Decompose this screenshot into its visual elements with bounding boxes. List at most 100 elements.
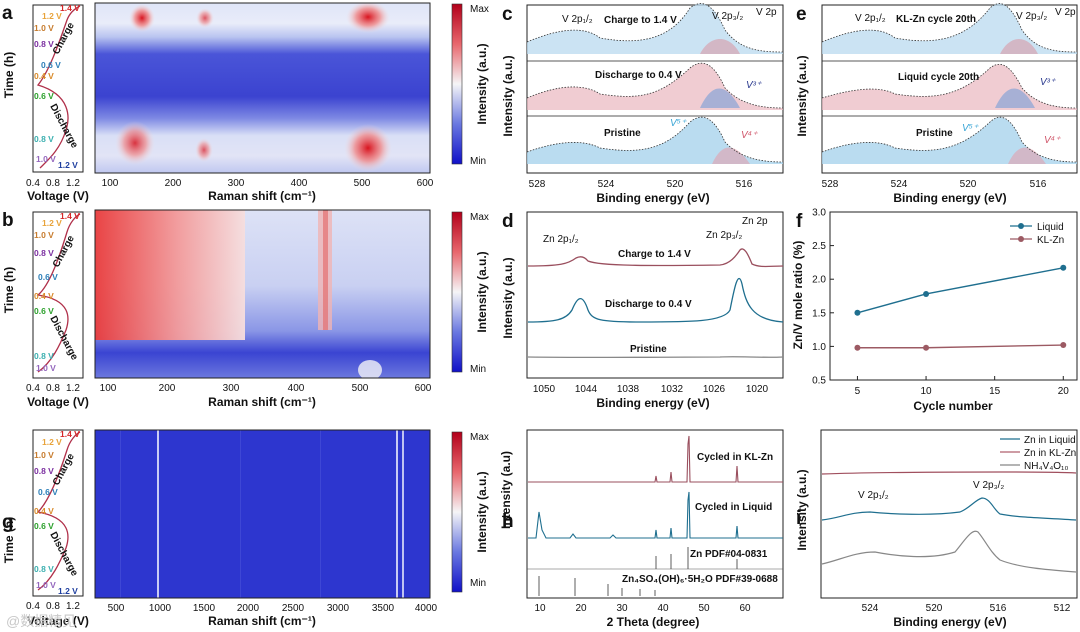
- legend-marker-liquid: [1018, 223, 1024, 229]
- spectrum-corner-label: V 2p: [1055, 7, 1076, 18]
- plot-frame: [526, 4, 784, 174]
- colorbar-label: Intensity (a.u.): [475, 471, 489, 552]
- x-axis-label: Binding energy (eV): [893, 191, 1006, 205]
- voltage-label: 1.2 V: [42, 437, 62, 447]
- voltage-tick: 0.4: [26, 601, 40, 612]
- xps-row: [821, 3, 1078, 54]
- legend-label: Liquid: [1037, 222, 1064, 233]
- x-tick: 524: [598, 179, 615, 190]
- panel-label: a: [2, 3, 13, 24]
- legend-label: Zn in Liquid: [1024, 435, 1076, 446]
- y-axis-label: Intensity (a.u): [499, 451, 513, 529]
- voltage-time-frame: [32, 4, 84, 173]
- voltage-label: 0.8 V: [34, 248, 54, 258]
- voltage-label: 0.6 V: [38, 487, 58, 497]
- x-tick-label: 10: [920, 386, 932, 397]
- xps-row: [526, 3, 784, 54]
- x-axis-label: Raman shift (cm⁻¹): [208, 614, 316, 628]
- legend-label: Zn in KL-Zn: [1024, 448, 1076, 459]
- x-tick: 1038: [617, 384, 640, 395]
- peak-label: V 2p₃/₂: [973, 480, 1004, 491]
- panel-b: b Time (h) 1.4 V 1.2 V 1.0 V 0.8 V 0.6 V…: [2, 209, 489, 409]
- data-point-liquid: [1060, 264, 1067, 271]
- voltage-label: 0.6 V: [34, 306, 54, 316]
- oxidation-label: V⁴⁺: [741, 130, 758, 141]
- peak-label: Zn 2p₁/₂: [543, 234, 579, 245]
- oxidation-label: V⁵⁺: [962, 123, 979, 134]
- voltage-tick: 0.8: [46, 383, 60, 394]
- x-tick: 20: [575, 603, 587, 614]
- row-label: Pristine: [604, 128, 641, 139]
- x-tick: 600: [415, 383, 432, 394]
- xps-row: [821, 116, 1078, 164]
- x-tick: 10: [534, 603, 546, 614]
- xps-row: [821, 63, 1078, 110]
- raman-heatmap: [95, 3, 430, 173]
- voltage-label: 1.0 V: [34, 23, 54, 33]
- panel-h: h Intensity (a.u) Cycled in KL-Zn Cycled…: [499, 429, 784, 629]
- x-tick-label: 15: [989, 386, 1001, 397]
- x-tick: 50: [698, 603, 710, 614]
- x-tick: 524: [891, 179, 908, 190]
- x-tick: 200: [165, 178, 182, 189]
- panel-g: g Time (h) 1.4 V 1.2 V 1.0 V 0.8 V 0.6 V…: [2, 429, 489, 628]
- y-axis-label: Intensity (a.u.): [501, 257, 515, 338]
- legend-marker-klzn: [1018, 236, 1024, 242]
- row-label: Liquid cycle 20th: [898, 72, 979, 83]
- x-axis-label: Binding energy (eV): [596, 191, 709, 205]
- y-tick-label: 2.0: [812, 275, 826, 286]
- y-tick-label: 1.0: [812, 342, 826, 353]
- curve-label: Pristine: [630, 344, 667, 355]
- y-tick-label: 0.5: [812, 376, 826, 387]
- curve-label: Discharge to 0.4 V: [605, 299, 692, 310]
- charge-label: Charge: [51, 233, 77, 269]
- peak-label: V 2p₃/₂: [712, 11, 743, 22]
- voltage-label: 1.4 V: [60, 211, 80, 221]
- y-ticks: 0.5 1.0 1.5 2.0 2.5 3.0: [812, 208, 834, 387]
- colorbar-max: Max: [470, 212, 489, 223]
- voltage-label: 0.6 V: [38, 272, 58, 282]
- spectrum-curve-discharge: [527, 277, 784, 323]
- x-tick: 1044: [575, 384, 598, 395]
- voltage-label: 1.0 V: [36, 580, 56, 590]
- x-tick: 30: [616, 603, 628, 614]
- colorbar: [451, 431, 463, 593]
- raman-heatmap: [95, 430, 430, 598]
- x-tick-label: 20: [1058, 386, 1070, 397]
- x-tick: 300: [223, 383, 240, 394]
- voltage-axis-label: Voltage (V): [27, 614, 89, 628]
- voltage-profile-curve: [36, 431, 81, 591]
- data-point-kl-zn: [1060, 342, 1067, 349]
- x-tick: 1020: [746, 384, 769, 395]
- voltage-tick: 1.2: [66, 178, 80, 189]
- panel-label: g: [2, 512, 14, 533]
- voltage-label: 0.6 V: [34, 91, 54, 101]
- colorbar-label: Intensity (a.u.): [475, 43, 489, 124]
- panel-e: e Intensity (a.u.) V 2p₁/₂ V 2p₃/₂ V 2p …: [795, 3, 1078, 205]
- colorbar-min: Min: [470, 156, 486, 167]
- y-tick-label: 2.5: [812, 241, 826, 252]
- x-tick: 520: [960, 179, 977, 190]
- voltage-label: 1.0 V: [36, 154, 56, 164]
- x-tick: 1050: [533, 384, 556, 395]
- data-point-kl-zn: [854, 344, 861, 351]
- panel-a: a Time (h) 1.4 V 1.2 V 1.0 V 0.8 V 0.6 V…: [2, 2, 489, 203]
- voltage-tick: 0.8: [46, 178, 60, 189]
- voltage-label: 1.2 V: [58, 160, 78, 170]
- panel-label: i: [796, 508, 801, 529]
- x-tick: 528: [822, 179, 839, 190]
- peak-label: V 2p₁/₂: [855, 13, 886, 24]
- x-tick: 2500: [282, 603, 305, 614]
- voltage-label: 0.8 V: [34, 39, 54, 49]
- voltage-tick: 0.4: [26, 383, 40, 394]
- voltage-label: 0.6 V: [41, 60, 61, 70]
- voltage-label: 0.8 V: [34, 134, 54, 144]
- x-ticks: 5 10 15 20: [855, 376, 1070, 397]
- panel-c: c Intensity (a.u.) V 2p₁/₂ V 2p₃/₂ V 2p …: [501, 3, 784, 205]
- x-tick: 600: [417, 178, 434, 189]
- x-tick: 528: [529, 179, 546, 190]
- x-axis-label: Raman shift (cm⁻¹): [208, 189, 316, 203]
- colorbar-max: Max: [470, 432, 489, 443]
- data-point-kl-zn: [923, 344, 930, 351]
